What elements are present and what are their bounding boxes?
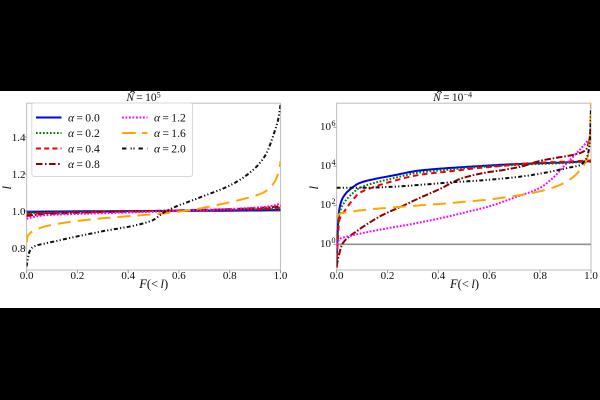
svg-text:10: 10	[320, 238, 332, 250]
svg-text:α = 2.0: α = 2.0	[154, 142, 186, 155]
svg-text:0.6: 0.6	[172, 270, 186, 282]
svg-text:0.4: 0.4	[432, 270, 446, 282]
svg-text:0: 0	[332, 236, 336, 245]
svg-text:α = 0.2: α = 0.2	[68, 127, 100, 140]
svg-text:l: l	[307, 186, 321, 190]
svg-text:1.0: 1.0	[274, 270, 288, 282]
svg-text:1.0: 1.0	[584, 270, 598, 282]
svg-text:10: 10	[320, 121, 332, 133]
svg-text:l: l	[0, 186, 14, 190]
svg-text:0.2: 0.2	[381, 270, 395, 282]
svg-text:0.2: 0.2	[71, 270, 85, 282]
svg-text:6: 6	[332, 119, 336, 128]
svg-text:N = 105: N = 105	[125, 90, 160, 104]
svg-text:α = 1.2: α = 1.2	[154, 111, 186, 124]
svg-text:α = 0.8: α = 0.8	[68, 158, 100, 171]
svg-text:0.8: 0.8	[223, 270, 237, 282]
svg-text:0.8: 0.8	[533, 270, 547, 282]
svg-text:0.0: 0.0	[330, 270, 344, 282]
svg-text:0.0: 0.0	[20, 270, 34, 282]
svg-text:α = 0.4: α = 0.4	[68, 142, 100, 155]
svg-text:F(< l): F(< l)	[449, 277, 479, 291]
svg-text:10: 10	[320, 160, 332, 172]
svg-text:F(< l): F(< l)	[138, 277, 168, 291]
svg-text:10: 10	[320, 199, 332, 211]
svg-text:0.4: 0.4	[121, 270, 135, 282]
svg-text:0.6: 0.6	[482, 270, 496, 282]
svg-text:1.2: 1.2	[12, 169, 26, 181]
svg-text:0.8: 0.8	[12, 243, 26, 255]
svg-text:1.4: 1.4	[12, 132, 26, 144]
svg-text:1.0: 1.0	[12, 206, 26, 218]
svg-text:4: 4	[332, 158, 336, 167]
svg-text:N = 10−4: N = 10−4	[432, 90, 472, 104]
svg-text:α = 1.6: α = 1.6	[154, 127, 186, 140]
svg-text:2: 2	[332, 197, 336, 206]
svg-text:α = 0.0: α = 0.0	[68, 111, 100, 124]
